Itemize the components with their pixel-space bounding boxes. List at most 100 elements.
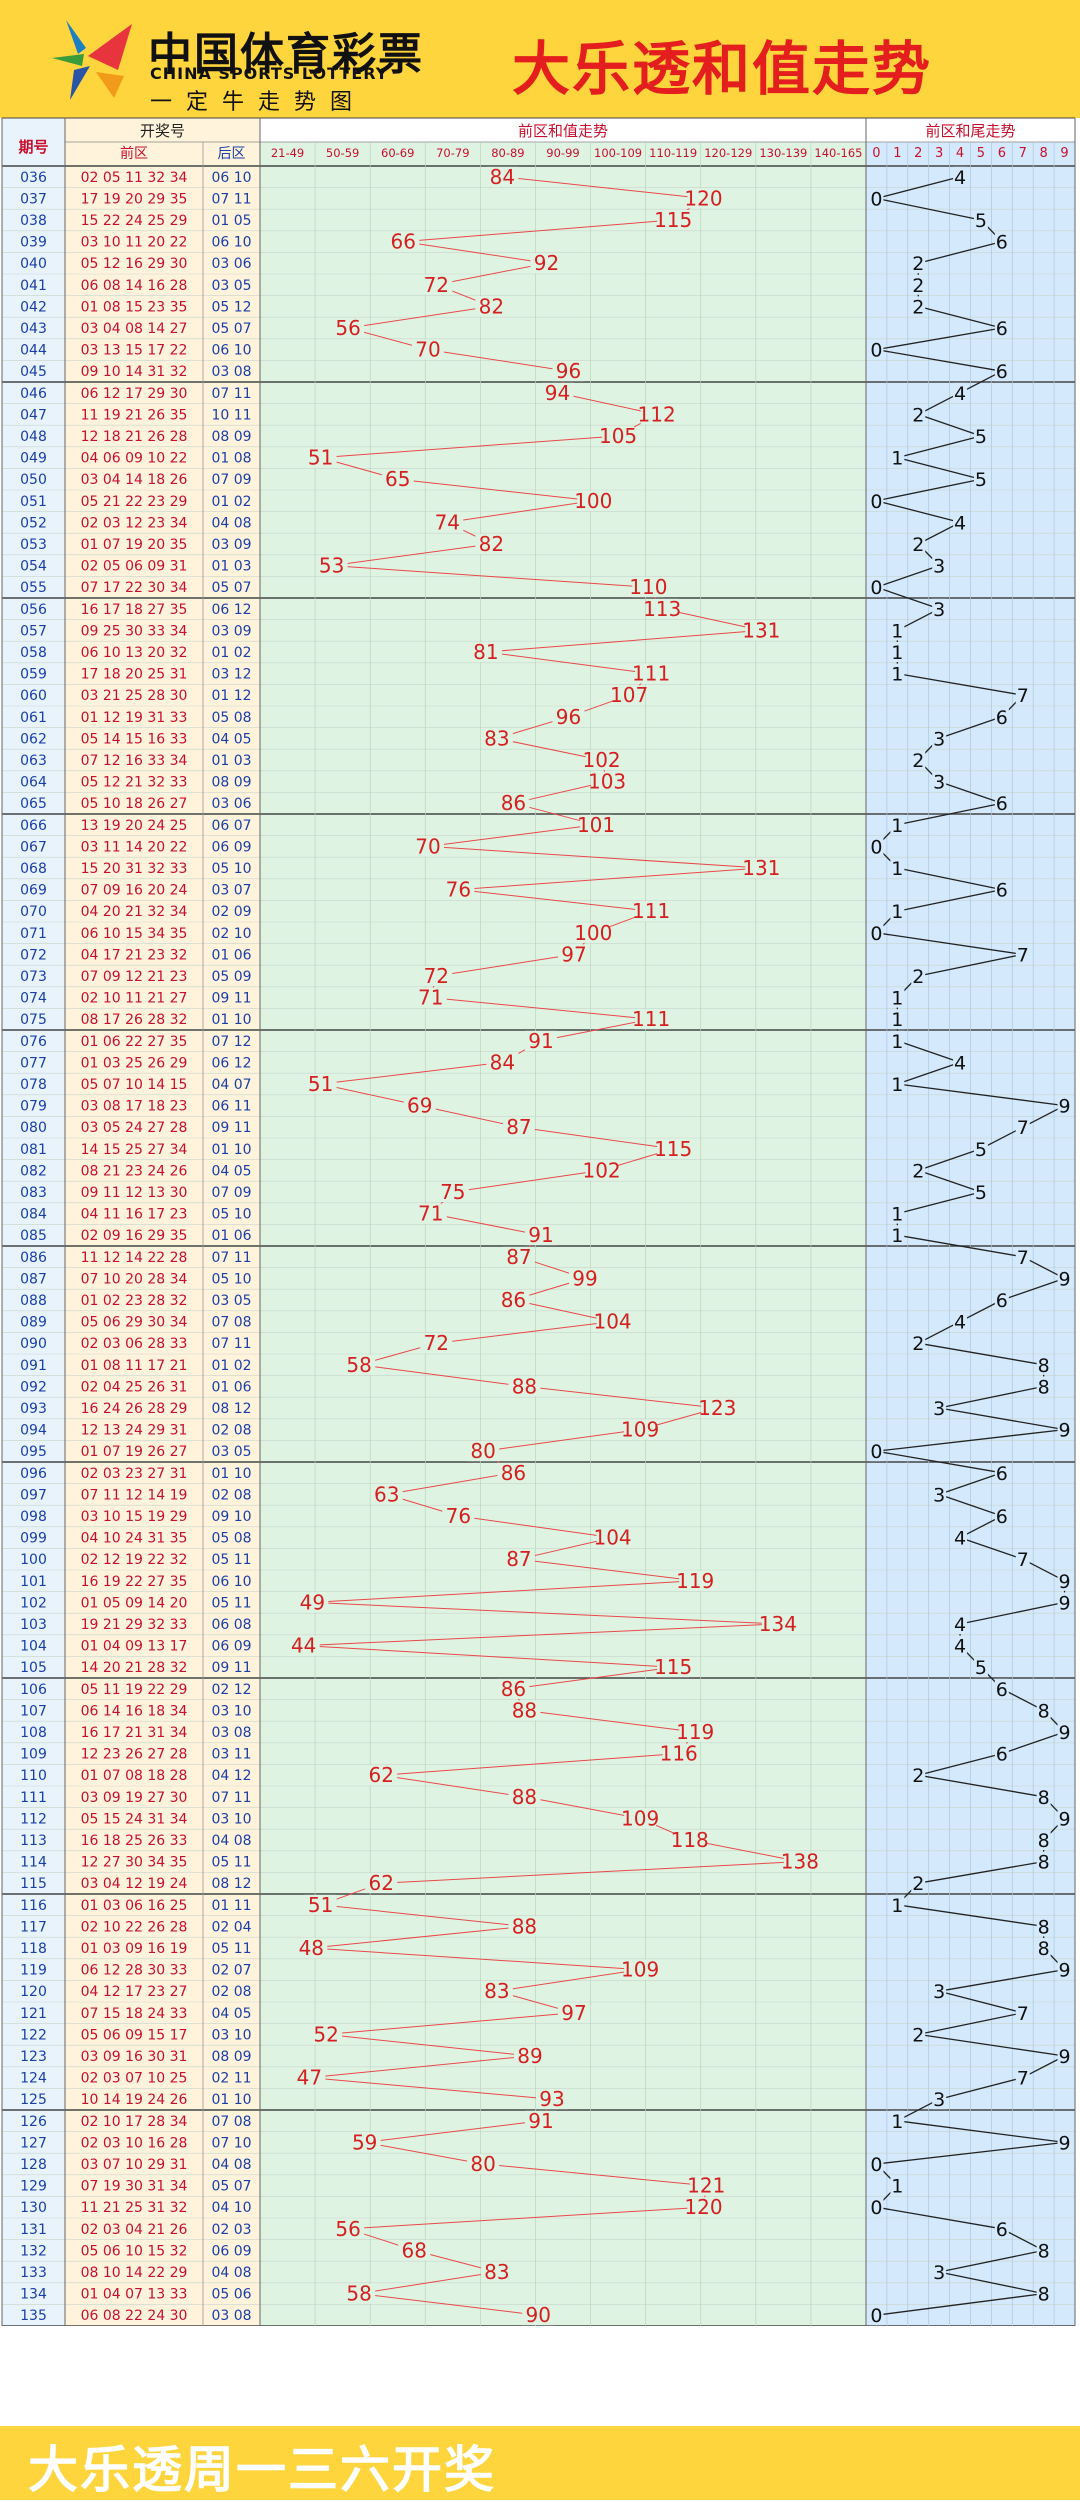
sum-label-bg <box>745 620 778 641</box>
tail-trend-segment <box>876 478 982 502</box>
tail-value-label: 6 <box>996 1290 1008 1312</box>
logo-subtitle: 一定牛走势图 <box>150 90 367 115</box>
tail-label-bg <box>1057 1722 1072 1742</box>
sum-value-label: 116 <box>660 1742 698 1766</box>
sum-value-label: 131 <box>742 618 780 642</box>
tail-label-bg <box>1057 2046 1072 2066</box>
sum-label-bg <box>596 1311 629 1332</box>
sum-area-bg <box>260 142 866 2326</box>
front-numbers-cell: 03 21 25 28 30 <box>81 688 188 704</box>
tail-value-label: 1 <box>891 1009 903 1031</box>
period-cell: 132 <box>20 2243 47 2259</box>
tail-label-bg <box>890 2175 905 2196</box>
sum-trend-segment <box>524 1796 641 1819</box>
sum-range-label: 70-79 <box>436 146 469 160</box>
back-numbers-cell: 01 02 <box>211 645 251 661</box>
back-numbers-cell: 05 06 <box>211 2287 251 2303</box>
tail-value-label: 9 <box>1059 1808 1071 1830</box>
back-numbers-cell: 06 09 <box>211 839 251 855</box>
sum-value-label: 102 <box>582 1158 620 1182</box>
period-cell: 116 <box>20 1898 47 1914</box>
back-numbers-cell: 03 05 <box>211 1444 251 1460</box>
back-numbers-cell: 05 09 <box>211 969 251 985</box>
sum-trend-segment <box>386 1472 514 1495</box>
tail-label-bg <box>932 1398 947 1418</box>
front-numbers-cell: 08 10 14 22 29 <box>81 2265 188 2281</box>
sum-trend-segment <box>689 1839 800 1863</box>
sum-trend-segment <box>359 2293 539 2316</box>
sum-label-bg <box>624 1419 657 1440</box>
back-numbers-cell: 03 05 <box>211 1293 251 1309</box>
period-cell: 100 <box>20 1552 47 1568</box>
back-numbers-cell: 05 10 <box>211 1207 251 1223</box>
tail-label-bg <box>1036 1938 1051 1958</box>
sum-value-label: 123 <box>698 1396 736 1420</box>
period-header: 期号 <box>18 138 48 156</box>
sum-value-label: 97 <box>561 2001 586 2025</box>
front-numbers-cell: 01 03 09 16 19 <box>81 1941 188 1957</box>
front-numbers-cell: 01 05 09 14 20 <box>81 1595 188 1611</box>
sum-label-bg <box>420 966 453 986</box>
tail-trend-segment <box>876 932 1023 956</box>
tail-value-label: 6 <box>996 880 1008 902</box>
front-numbers-cell: 06 12 28 30 33 <box>81 1963 188 1979</box>
back-numbers-cell: 08 09 <box>211 429 251 445</box>
tail-label-bg <box>1036 2283 1051 2304</box>
sum-label-bg <box>632 577 665 598</box>
sum-label-bg <box>431 512 464 533</box>
sum-trend-segment <box>524 1709 696 1733</box>
tail-value-label: 3 <box>933 599 945 621</box>
sum-trend-segment <box>359 1364 525 1387</box>
back-numbers-cell: 06 12 <box>211 1055 251 1071</box>
sum-label-bg <box>486 166 519 187</box>
sum-label-bg <box>679 1722 712 1742</box>
period-cell: 042 <box>20 299 47 315</box>
sum-trend-segment <box>485 651 652 675</box>
back-numbers-cell: 06 11 <box>211 1099 251 1115</box>
tail-trend-segment <box>918 1169 982 1193</box>
sum-label-bg <box>596 1527 629 1548</box>
period-cell: 107 <box>20 1703 47 1719</box>
sum-range-label: 120-129 <box>704 146 752 160</box>
tail-value-label: 3 <box>933 728 945 750</box>
tail-label-bg <box>1036 2240 1051 2261</box>
tail-label-bg <box>1057 1592 1072 1613</box>
tail-label-bg <box>994 1743 1009 1764</box>
sum-trend-segment <box>518 1558 696 1582</box>
tail-value-label: 6 <box>996 1506 1008 1528</box>
sum-value-label: 71 <box>418 986 443 1010</box>
front-numbers-cell: 02 03 23 27 31 <box>81 1466 188 1482</box>
tail-value-label: 1 <box>891 642 903 664</box>
front-numbers-cell: 07 10 20 28 34 <box>81 1271 188 1287</box>
tail-label-bg <box>994 1290 1009 1310</box>
period-cell: 083 <box>20 1185 47 1201</box>
tail-trend-segment <box>897 802 1002 826</box>
tail-value-label: 5 <box>975 1657 987 1679</box>
sum-label-bg <box>480 2262 513 2282</box>
tail-value-label: 6 <box>996 793 1008 815</box>
back-numbers-cell: 06 12 <box>211 602 251 618</box>
sum-value-label: 94 <box>545 381 570 405</box>
front-header: 前区 <box>120 145 148 162</box>
period-cell: 080 <box>20 1120 47 1136</box>
tail-value-label: 0 <box>870 2305 882 2327</box>
period-cell: 037 <box>20 191 47 207</box>
sum-value-label: 100 <box>574 489 612 513</box>
sum-label-bg <box>502 1246 535 1267</box>
front-numbers-cell: 05 06 29 30 34 <box>81 1315 188 1331</box>
tail-trend-segment <box>939 1407 1065 1431</box>
tail-value-label: 9 <box>1059 1722 1071 1744</box>
tail-value-label: 8 <box>1038 1916 1050 1938</box>
sum-value-label: 56 <box>335 2217 360 2241</box>
back-numbers-cell: 04 05 <box>211 2006 251 2022</box>
tail-value-label: 1 <box>891 988 903 1010</box>
tail-trend-segment <box>939 1385 1044 1409</box>
sum-trend-segment <box>364 2120 542 2143</box>
tail-trend-segment <box>918 1342 1044 1366</box>
tail-label-bg <box>1036 1376 1051 1397</box>
tail-trend-segment <box>939 2249 1044 2273</box>
tail-label-bg <box>1015 1246 1030 1267</box>
tail-label-bg <box>911 1333 926 1354</box>
sum-label-bg <box>585 1160 618 1181</box>
